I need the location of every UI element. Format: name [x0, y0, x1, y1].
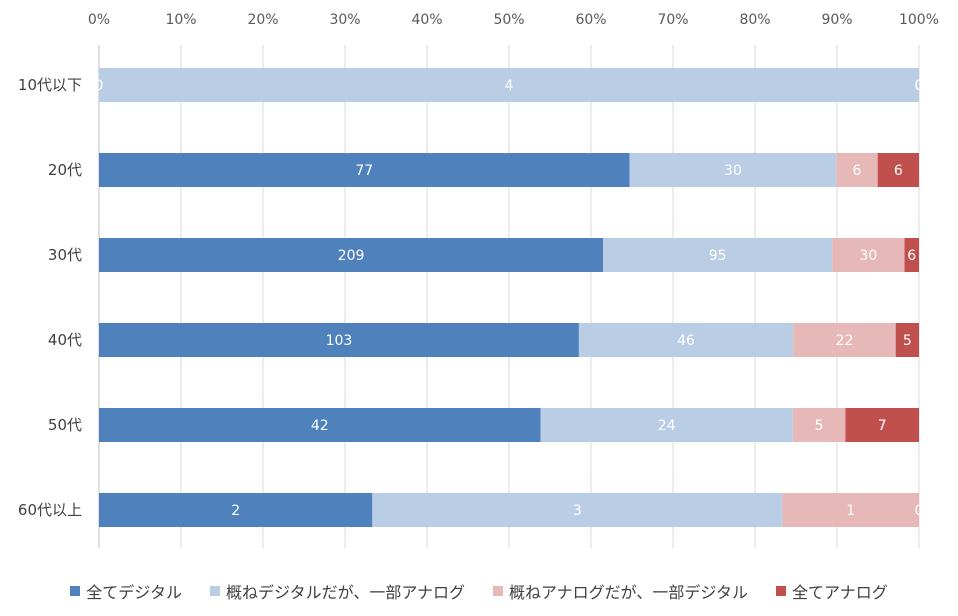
- legend-label: 概ねデジタルだが、一部アナログ: [225, 583, 465, 602]
- bar-segment: [904, 238, 919, 272]
- bar-data-label: 24: [658, 418, 676, 434]
- legend: 全てデジタル 概ねデジタルだが、一部アナログ 概ねアナログだが、一部デジタル 全てアナ…: [0, 578, 958, 604]
- bar-data-label: 0: [915, 503, 924, 519]
- x-tick-label: 20%: [247, 12, 278, 28]
- legend-swatch: [776, 586, 787, 596]
- bar-segment: [99, 323, 579, 357]
- bar-data-label: 46: [677, 333, 695, 349]
- category-label: 30代: [48, 246, 82, 264]
- legend-item: 概ねアナログだが、一部デジタル: [493, 579, 748, 603]
- bar-segment: [836, 153, 878, 187]
- bar-segment: [99, 153, 630, 187]
- bar-segment: [793, 323, 896, 357]
- category-label: 60代以上: [18, 501, 82, 519]
- x-tick-label: 30%: [329, 12, 360, 28]
- legend-item: 全てアナログ: [776, 579, 888, 603]
- bar-data-label: 0: [95, 78, 104, 94]
- bars: [99, 68, 919, 527]
- bar-data-label: 22: [836, 333, 854, 349]
- bar-data-label: 42: [311, 418, 329, 434]
- bar-data-label: 4: [505, 78, 514, 94]
- category-label: 20代: [48, 161, 82, 179]
- bar-data-label: 0: [915, 78, 924, 94]
- bar-segment: [832, 238, 905, 272]
- x-tick-label: 60%: [575, 12, 606, 28]
- legend-swatch: [493, 586, 503, 596]
- bar-segment: [603, 238, 833, 272]
- x-tick-label: 0%: [88, 12, 110, 28]
- legend-item: 全てデジタル: [70, 579, 182, 603]
- legend-label: 全てデジタル: [86, 583, 182, 602]
- bar-segment: [895, 323, 919, 357]
- category-label: 10代以下: [18, 76, 82, 94]
- bar-data-label: 6: [907, 248, 916, 264]
- bar-segment: [782, 493, 919, 527]
- bar-segment: [99, 68, 919, 102]
- bar-data-label: 95: [709, 248, 727, 264]
- x-tick-label: 50%: [493, 12, 524, 28]
- bar-segment: [99, 493, 373, 527]
- bar-data-label: 30: [859, 248, 877, 264]
- bar-segment: [540, 408, 793, 442]
- bar-segment: [629, 153, 837, 187]
- bar-segment: [792, 408, 846, 442]
- bar-data-label: 6: [853, 163, 862, 179]
- x-tick-label: 90%: [821, 12, 852, 28]
- legend-label: 概ねアナログだが、一部デジタル: [509, 583, 749, 602]
- bar-data-label: 3: [573, 503, 582, 519]
- category-label: 40代: [48, 331, 82, 349]
- bar-data-label: 209: [338, 248, 365, 264]
- x-tick-label: 40%: [411, 12, 442, 28]
- bar-data-label: 5: [815, 418, 824, 434]
- bar-segment: [372, 493, 783, 527]
- legend-swatch: [70, 586, 81, 596]
- x-tick-label: 100%: [899, 12, 939, 28]
- x-tick-label: 80%: [739, 12, 770, 28]
- bar-data-label: 5: [903, 333, 912, 349]
- x-tick-label: 10%: [165, 12, 196, 28]
- bar-data-label: 103: [326, 333, 353, 349]
- x-axis-tick-labels: 0% 10% 20% 30% 40% 50% 60% 70% 80% 90% 100%: [88, 12, 939, 28]
- bar-segment: [99, 408, 541, 442]
- bar-data-label: 2: [231, 503, 240, 519]
- gridlines: [98, 45, 920, 548]
- bar-data-label: 77: [355, 163, 373, 179]
- bar-segment: [99, 238, 604, 272]
- category-label: 50代: [48, 416, 82, 434]
- bar-segment: [877, 153, 919, 187]
- bar-data-label: 0: [915, 78, 924, 94]
- bar-data-label: 7: [878, 418, 887, 434]
- legend-swatch: [209, 586, 220, 596]
- bar-segment: [845, 408, 919, 442]
- category-labels: 10代以下 20代 30代 40代 50代 60代以上: [18, 76, 82, 519]
- x-tick-label: 70%: [657, 12, 688, 28]
- bar-segment: [578, 323, 794, 357]
- legend-label: 全てアナログ: [792, 583, 888, 602]
- bar-data-label: 30: [724, 163, 742, 179]
- legend-item: 概ねデジタルだが、一部アナログ: [209, 579, 465, 603]
- bar-data-label: 6: [894, 163, 903, 179]
- bar-data-label: 1: [846, 503, 855, 519]
